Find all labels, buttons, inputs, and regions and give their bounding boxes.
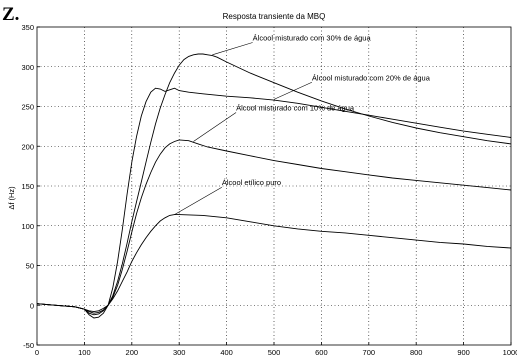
x-tick-label: 200: [126, 348, 139, 357]
y-tick-label: -50: [23, 341, 34, 350]
y-tick-label: 150: [21, 182, 34, 191]
x-tick-label: 900: [457, 348, 470, 357]
y-tick-label: 50: [26, 262, 34, 271]
series-line-2: [36, 87, 512, 319]
annotation-label: Álcool etílico puro: [222, 178, 281, 187]
grid: [37, 27, 511, 345]
x-tick-label: 800: [410, 348, 423, 357]
x-tick-label: 500: [268, 348, 281, 357]
x-tick-label: 1000: [503, 348, 517, 357]
y-tick-label: 300: [21, 63, 34, 72]
series-line-4: [36, 214, 512, 313]
annotation-leader: [174, 186, 223, 215]
y-tick-label: 200: [21, 142, 34, 151]
x-tick-label: 300: [173, 348, 186, 357]
chart-title: Resposta transiente da MBQ: [223, 12, 326, 21]
series-line-3: [36, 139, 512, 314]
annotation-label: Álcool misturado com 30% de água: [253, 34, 372, 43]
annotations: Álcool misturado com 30% de água Álcool m…: [174, 34, 431, 215]
figure-corner-label: Z.: [2, 4, 20, 25]
y-tick-label: 250: [21, 103, 34, 112]
x-tick-label: 700: [363, 348, 376, 357]
y-axis-label: Δf (Hz): [7, 186, 16, 210]
x-tick-label: 600: [315, 348, 328, 357]
y-tick-label: 100: [21, 222, 34, 231]
annotation-leader: [193, 112, 237, 142]
annotation-label: Álcool misturado com 10% de água: [236, 103, 355, 112]
x-tick-label: 0: [35, 348, 39, 357]
annotation-leader: [212, 42, 253, 56]
series-layer: [36, 53, 512, 319]
annotation-label: Álcool misturado com 20% de água: [312, 73, 431, 82]
annotation-leader: [273, 81, 313, 100]
y-tick-label: 350: [21, 23, 34, 32]
y-tick-label: 0: [30, 301, 34, 310]
x-tick-label: 400: [220, 348, 233, 357]
x-tick-label: 100: [78, 348, 91, 357]
tick-labels: 01002003004005006007008009001000-5005010…: [21, 23, 517, 357]
